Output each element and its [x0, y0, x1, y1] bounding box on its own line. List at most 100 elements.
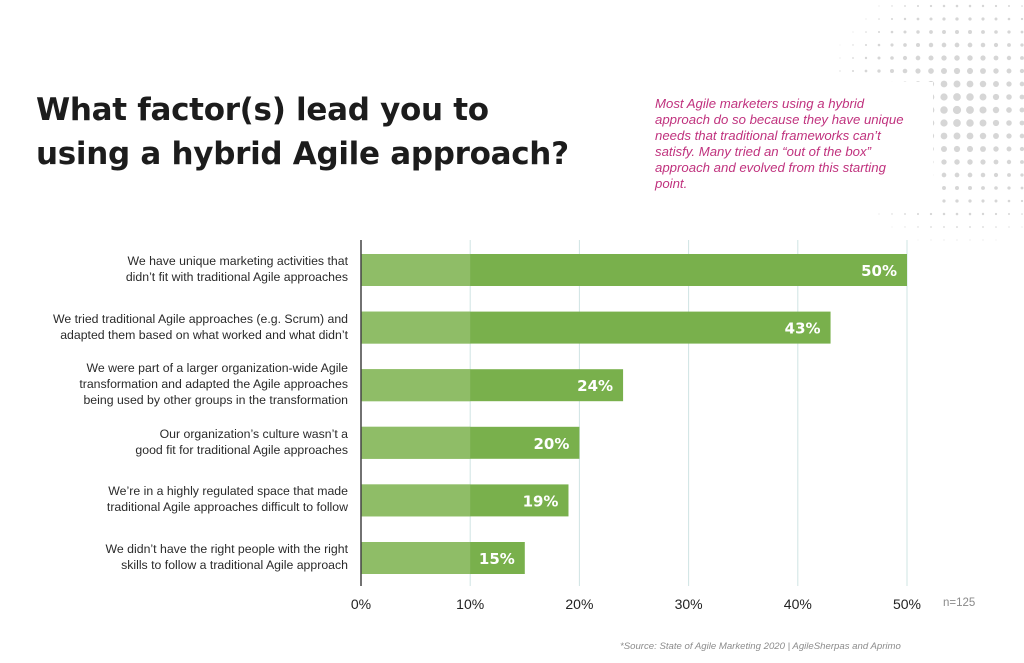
halftone-dot — [941, 55, 947, 61]
halftone-dot — [928, 68, 934, 74]
halftone-dot — [1020, 30, 1024, 34]
halftone-dot — [981, 4, 985, 8]
halftone-dot — [890, 43, 894, 47]
halftone-dot — [968, 4, 972, 8]
halftone-dot — [839, 70, 841, 72]
halftone-dot — [1007, 173, 1011, 177]
halftone-dot — [953, 145, 961, 153]
halftone-dot — [852, 57, 854, 59]
halftone-dot — [940, 93, 948, 101]
halftone-dot — [904, 226, 906, 228]
halftone-dot — [956, 239, 958, 241]
halftone-dot — [877, 56, 881, 60]
bar-segment-shade — [361, 369, 471, 402]
halftone-dot — [941, 42, 947, 48]
halftone-dot — [878, 18, 880, 20]
halftone-dot — [891, 5, 893, 7]
category-label: We were part of a larger organization-wi… — [79, 361, 348, 408]
halftone-dot — [864, 56, 868, 60]
halftone-dot — [979, 119, 987, 127]
halftone-dot — [940, 106, 948, 114]
halftone-dot — [865, 31, 867, 33]
halftone-dot — [940, 67, 948, 75]
halftone-dot — [979, 106, 987, 114]
halftone-dot — [916, 30, 920, 34]
halftone-dot — [839, 57, 841, 59]
bar-value-label: 19% — [523, 492, 559, 510]
halftone-dot — [941, 159, 947, 165]
halftone-dot — [891, 213, 893, 215]
halftone-dot — [981, 186, 985, 190]
halftone-dot — [993, 42, 999, 48]
halftone-dot — [942, 212, 946, 216]
halftone-dot — [953, 80, 961, 88]
x-tick-label: 0% — [351, 596, 371, 612]
halftone-dot — [1006, 133, 1012, 139]
halftone-dot — [1020, 56, 1024, 60]
bar-value-label: 50% — [861, 262, 897, 280]
halftone-dot — [993, 172, 999, 178]
halftone-dot — [980, 55, 986, 61]
halftone-dot — [980, 42, 986, 48]
halftone-dot — [954, 55, 960, 61]
halftone-dot — [966, 67, 974, 75]
bar-value-label: 20% — [533, 435, 569, 453]
halftone-dot — [995, 239, 997, 241]
halftone-dot — [956, 226, 958, 228]
bar-segment-shade — [361, 542, 471, 574]
category-label: We didn’t have the right people with the… — [105, 542, 348, 572]
x-tick-label: 10% — [456, 596, 484, 612]
halftone-dot — [954, 159, 960, 165]
halftone-dot — [929, 212, 933, 216]
halftone-dot — [916, 4, 920, 8]
halftone-dot — [995, 226, 997, 228]
halftone-dot — [993, 68, 999, 74]
halftone-dot — [1007, 186, 1011, 190]
x-tick-label: 40% — [784, 596, 812, 612]
sample-size-note: n=125 — [943, 597, 976, 609]
bar-segment-shade — [361, 254, 471, 286]
x-tick-label: 50% — [893, 596, 921, 612]
halftone-dot — [955, 4, 959, 8]
halftone-dot — [1019, 81, 1024, 87]
halftone-dot — [890, 30, 894, 34]
category-label: We tried traditional Agile approaches (e… — [52, 311, 348, 342]
halftone-dot — [877, 30, 881, 34]
halftone-dot — [890, 56, 894, 60]
halftone-dot — [981, 30, 985, 34]
halftone-dot — [981, 199, 985, 203]
halftone-dot — [1020, 186, 1024, 190]
halftone-dot — [993, 81, 999, 87]
halftone-dot — [994, 186, 998, 190]
bar-segment-shade — [361, 484, 471, 517]
halftone-dot — [967, 159, 973, 165]
halftone-dot — [1007, 30, 1011, 34]
halftone-dot — [929, 30, 933, 34]
halftone-dot — [904, 213, 906, 215]
halftone-dot — [915, 68, 921, 74]
halftone-dot — [878, 5, 880, 7]
halftone-dot — [930, 239, 932, 241]
halftone-dot — [1007, 43, 1011, 47]
halftone-dot — [852, 31, 854, 33]
halftone-dot — [1006, 81, 1012, 87]
halftone-dot — [992, 93, 1000, 101]
halftone-dot — [942, 30, 946, 34]
halftone-dot — [902, 68, 908, 74]
halftone-dot — [930, 226, 932, 228]
halftone-dot — [1006, 159, 1012, 165]
page-title: What factor(s) lead you to using a hybri… — [36, 92, 569, 172]
category-label: We have unique marketing activities that… — [125, 254, 348, 284]
halftone-dot — [968, 186, 972, 190]
halftone-dot — [994, 30, 998, 34]
halftone-dot — [967, 42, 973, 48]
halftone-dot — [929, 17, 933, 21]
halftone-dot — [1021, 5, 1023, 7]
halftone-dot — [953, 93, 961, 101]
category-label: Our organization’s culture wasn’t a good… — [135, 426, 348, 457]
halftone-dot — [993, 146, 999, 152]
halftone-dot — [954, 172, 960, 178]
halftone-dot — [955, 212, 959, 216]
halftone-dot — [1020, 160, 1024, 164]
